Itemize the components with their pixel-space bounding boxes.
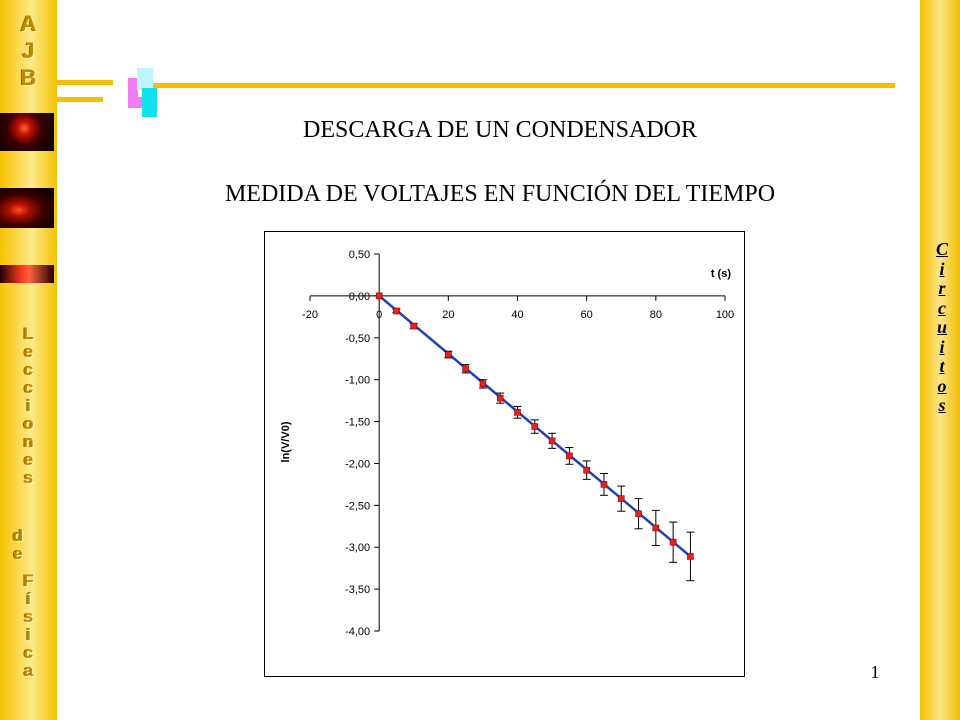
data-point (687, 553, 694, 560)
circuitos-letter: c (938, 297, 946, 318)
circuitos-letter: u (936, 317, 947, 337)
decor-pink-block (128, 78, 138, 108)
y-tick-label: -3,00 (345, 542, 370, 554)
y-tick-label: -2,00 (345, 458, 370, 470)
y-tick-label: 0,50 (349, 249, 370, 261)
sidebar-fisica: F í s i c a (0, 572, 57, 680)
circuitos-link[interactable]: C i r c u i t o s (924, 239, 960, 416)
sidebar-letter: s (23, 468, 34, 487)
header-rule-left (57, 80, 113, 85)
x-tick-label: 20 (442, 309, 454, 321)
x-tick-label: 40 (511, 309, 523, 321)
sidebar-letter: e (23, 342, 34, 361)
sidebar-letter: c (23, 643, 34, 662)
page-subtitle: MEDIDA DE VOLTAJES EN FUNCIÓN DEL TIEMPO (224, 181, 776, 207)
circuitos-letter: C (935, 239, 948, 259)
data-point (652, 524, 660, 532)
x-tick-label: -20 (302, 309, 318, 321)
sidebar-letter: e (13, 544, 23, 563)
data-point (514, 409, 521, 416)
header-rule (150, 83, 895, 88)
sidebar-letter: i (26, 625, 31, 644)
y-tick-label: -2,50 (345, 500, 370, 512)
y-tick-label: -1,50 (345, 417, 370, 429)
discharge-chart: -20 0 20 40 60 80 100 0,50 0,00 -0,50 -1,00 -1,50 -2… (280, 249, 734, 638)
laser-photo-2 (0, 188, 54, 228)
circuitos-letter: i (939, 336, 945, 357)
decor-lightcyan-block (137, 68, 153, 90)
sidebar-letter: o (23, 414, 34, 433)
header-rule-left-lower (57, 97, 103, 102)
sidebar-letter: F (23, 571, 34, 590)
data-point (393, 307, 400, 315)
sidebar-lecciones: L e c c i o n e s (0, 325, 57, 487)
logo-letter: B (20, 65, 37, 90)
data-point (617, 495, 625, 502)
sidebar-letter: c (23, 378, 34, 397)
sidebar-letter: i (26, 396, 31, 415)
y-axis-label: ln(V/V0) (280, 421, 292, 462)
data-point (410, 322, 418, 330)
data-point (600, 481, 608, 488)
data-point (496, 394, 504, 402)
data-point (669, 538, 677, 546)
x-axis-label: t (s) (711, 268, 732, 280)
page-title: DESCARGA DE UN CONDENSADOR (302, 117, 698, 143)
spectrum-photo (0, 265, 54, 283)
x-tick-label: 100 (716, 309, 734, 321)
page-number: 1 (870, 662, 880, 682)
sidebar-letter: L (23, 324, 34, 343)
x-tick-label: 80 (650, 309, 662, 321)
logo-letter: J (22, 38, 35, 63)
circuitos-letter: o (937, 375, 947, 396)
x-tick-label: 60 (581, 309, 593, 321)
chart-frame: -20 0 20 40 60 80 100 0,50 0,00 -0,50 -1,00 -1,50 -2… (264, 231, 745, 677)
y-tick-label: 0,00 (349, 291, 370, 303)
sidebar-de: d e (0, 527, 36, 563)
data-point (531, 423, 539, 430)
ajb-logo: A J B (0, 10, 57, 91)
sidebar-letter: a (23, 661, 34, 680)
data-point (375, 292, 383, 300)
logo-letter: A (20, 11, 37, 36)
circuitos-letter: s (938, 395, 946, 415)
y-tick-label: -3,50 (345, 584, 370, 596)
sidebar-letter: e (23, 450, 34, 469)
laser-photo-1 (0, 113, 54, 151)
x-tick-label: 0 (376, 309, 382, 321)
circuitos-letter: t (939, 356, 945, 376)
y-tick-label: -0,50 (345, 333, 370, 345)
data-point (566, 452, 573, 460)
data-point (548, 437, 556, 445)
data-point (462, 365, 469, 373)
decor-pink-foot (128, 97, 150, 108)
sidebar-letter: s (23, 607, 34, 626)
decor-cyan-block (142, 88, 157, 117)
circuitos-letter: i (939, 258, 945, 279)
right-sidebar (920, 0, 960, 720)
y-tick-label: -4,00 (345, 626, 370, 638)
circuitos-letter: r (938, 278, 946, 298)
data-point (479, 380, 487, 388)
sidebar-letter: n (23, 432, 34, 451)
sidebar-letter: c (23, 360, 34, 379)
sidebar-letter: d (12, 526, 24, 545)
y-tick-label: -1,00 (345, 375, 370, 387)
data-point (583, 466, 590, 474)
data-point (445, 351, 452, 358)
sidebar-letter: í (26, 589, 31, 608)
data-point (635, 510, 642, 518)
